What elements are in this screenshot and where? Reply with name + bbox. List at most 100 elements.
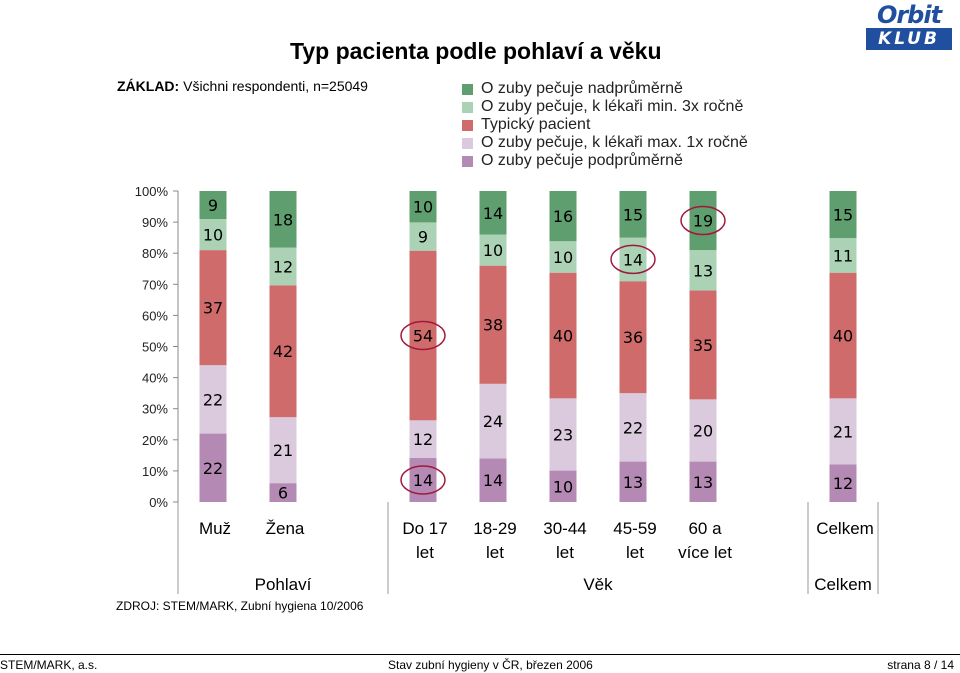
data-label: 15 xyxy=(833,206,853,225)
data-label: 37 xyxy=(203,299,223,318)
bar-segment xyxy=(689,290,717,400)
y-tick-label: 70% xyxy=(142,277,168,292)
source-note: ZDROJ: STEM/MARK, Zubní hygiena 10/2006 xyxy=(116,599,364,613)
group-label: Pohlaví xyxy=(255,575,312,594)
category-label: Celkem xyxy=(816,519,874,538)
bar-segment xyxy=(199,365,227,434)
data-label: 9 xyxy=(208,196,218,215)
data-label: 22 xyxy=(623,418,643,437)
bar-segment xyxy=(829,191,857,239)
data-label: 15 xyxy=(623,205,643,224)
footer-company: STEM/MARK, a.s. xyxy=(0,658,98,672)
bar-segment xyxy=(269,247,297,286)
bar-segment xyxy=(479,458,507,502)
bar-segment xyxy=(409,222,437,251)
y-tick-label: 10% xyxy=(142,464,168,479)
legend-label: O zuby pečuje podprůměrně xyxy=(481,152,683,169)
bar-segment xyxy=(199,218,227,251)
logo-bottom-text: KLUB xyxy=(866,28,952,50)
data-label: 14 xyxy=(623,250,643,269)
bar-segment xyxy=(199,250,227,366)
group-label: Celkem xyxy=(814,575,872,594)
data-label: 12 xyxy=(413,430,433,449)
bar-segment xyxy=(479,383,507,459)
category-label: let xyxy=(626,543,644,562)
bar-segment xyxy=(619,393,647,462)
bar-segment xyxy=(479,234,507,266)
data-label: 14 xyxy=(483,204,503,223)
stacked-bar-chart: 0% 10% 20% 30% 40% 50% 60% 70% 80% 90% 100% 22 22 37 1… xyxy=(135,184,879,594)
logo-top-text: Orbit xyxy=(876,1,942,29)
bar-segment xyxy=(549,191,577,242)
legend-label: O zuby pečuje, k lékaři max. 1x ročně xyxy=(481,134,748,151)
legend-item: Typický pacient xyxy=(462,116,748,134)
bar-segment xyxy=(549,398,577,471)
category-label: více let xyxy=(678,543,732,562)
bar-segment xyxy=(479,191,507,235)
category-label: Do 17 xyxy=(402,519,447,538)
bar-segment xyxy=(829,238,857,273)
bar-segment xyxy=(619,281,647,394)
y-tick-label: 0% xyxy=(149,495,168,510)
data-label: 14 xyxy=(413,471,433,490)
data-label: 19 xyxy=(693,212,713,231)
data-label: 35 xyxy=(693,336,713,355)
bar-segment xyxy=(829,272,857,399)
bar-segment xyxy=(619,461,647,502)
data-label: 12 xyxy=(833,474,853,493)
legend-swatch xyxy=(462,155,473,167)
category-label: 18-29 xyxy=(473,519,516,538)
data-label: 10 xyxy=(413,198,433,217)
data-label: 36 xyxy=(623,328,643,347)
data-label: 22 xyxy=(203,459,223,478)
bar-segment xyxy=(199,191,227,219)
legend-item: O zuby pečuje podprůměrně xyxy=(462,152,748,170)
category-label: 30-44 xyxy=(543,519,586,538)
category-label: 60 a xyxy=(688,519,722,538)
bar-segment xyxy=(689,250,717,291)
bar-segment xyxy=(269,483,297,502)
category-label: let xyxy=(486,543,504,562)
data-label: 21 xyxy=(833,422,853,441)
bar-segment xyxy=(549,272,577,399)
bar-segment xyxy=(269,191,297,248)
y-tick-label: 40% xyxy=(142,371,168,386)
data-label: 10 xyxy=(553,248,573,267)
legend-label: Typický pacient xyxy=(481,116,591,133)
data-label: 38 xyxy=(483,316,503,335)
bar-segment xyxy=(619,191,647,238)
bar-segment xyxy=(199,433,227,502)
bar-segment xyxy=(829,464,857,502)
data-label: 13 xyxy=(693,261,713,280)
bar-segment xyxy=(689,399,717,462)
data-label: 24 xyxy=(483,412,503,431)
legend-item: O zuby pečuje, k lékaři min. 3x ročně xyxy=(462,98,748,116)
highlight-ellipse xyxy=(680,205,726,236)
group-label: Věk xyxy=(583,575,613,594)
category-label: Žena xyxy=(266,519,305,538)
bar-segment xyxy=(269,417,297,484)
bar-segment xyxy=(549,470,577,502)
y-tick-label: 60% xyxy=(142,308,168,323)
bar-segment xyxy=(269,285,297,418)
sample-base-label: ZÁKLAD: xyxy=(117,78,180,94)
y-tick-label: 80% xyxy=(142,246,168,261)
bar-segment xyxy=(409,191,437,223)
data-label: 11 xyxy=(833,246,853,265)
data-label: 40 xyxy=(833,327,853,346)
data-label: 12 xyxy=(273,257,293,276)
legend-swatch xyxy=(462,101,473,113)
category-label: let xyxy=(556,543,574,562)
data-label: 14 xyxy=(483,471,503,490)
legend-label: O zuby pečuje nadprůměrně xyxy=(481,80,683,97)
data-label: 21 xyxy=(273,441,293,460)
y-tick-label: 30% xyxy=(142,402,168,417)
data-label: 23 xyxy=(553,425,573,444)
legend-label: O zuby pečuje, k lékaři min. 3x ročně xyxy=(481,98,744,115)
legend-swatch xyxy=(462,137,473,149)
data-label: 6 xyxy=(278,484,288,503)
footer-report-title: Stav zubní hygieny v ČR, březen 2006 xyxy=(388,658,593,672)
data-label: 54 xyxy=(413,327,433,346)
highlight-ellipse xyxy=(400,465,446,495)
y-tick-label: 90% xyxy=(142,215,168,230)
